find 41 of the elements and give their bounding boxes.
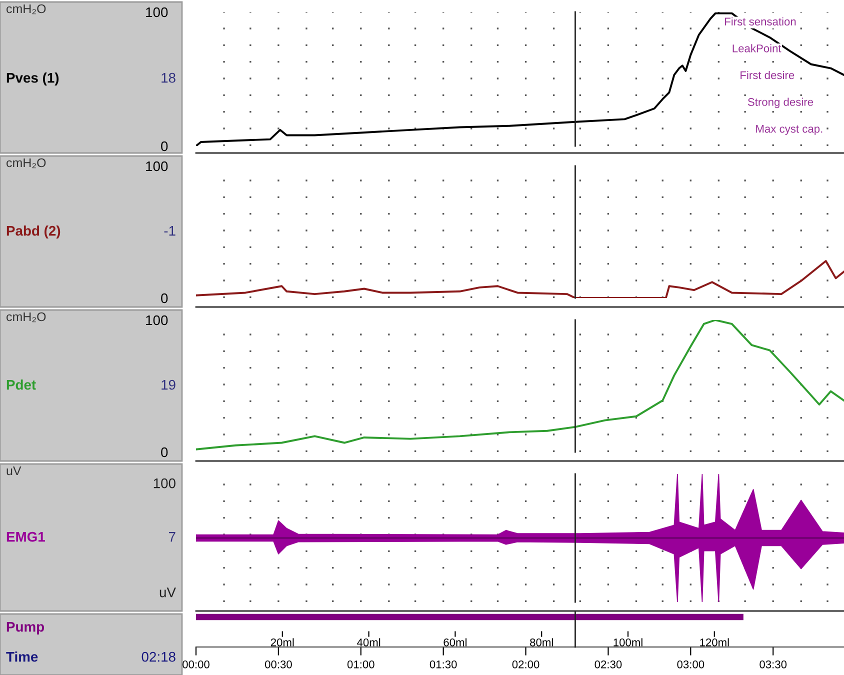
y-tick-label: 0: [161, 447, 168, 458]
annotation: First sensation: [725, 17, 796, 26]
x-tick-label: 03:00: [677, 660, 704, 668]
y-axis-title: uV: [6, 466, 22, 476]
text: uV: [160, 588, 176, 598]
x-tick-label: 03:30: [760, 660, 787, 668]
text: 18: [162, 72, 176, 83]
x2-tick-label: 80ml: [530, 638, 553, 646]
y-tick-label: 0: [161, 293, 168, 304]
x2-tick-label: 60ml: [444, 638, 466, 646]
x-tick-label: 00:00: [182, 660, 210, 668]
x-tick-label: 01:00: [347, 660, 374, 668]
x-tick-label: 00:30: [264, 660, 292, 668]
annotation: Strong desire: [748, 98, 814, 108]
text: Time: [6, 652, 38, 662]
x-tick-label: 02:00: [512, 660, 540, 668]
annotation: First desire: [740, 70, 794, 80]
annotation: LeakPoint: [732, 44, 782, 52]
y-tick-label: 100: [146, 7, 168, 18]
x2-tick-label: 120ml: [700, 638, 729, 646]
x2-tick-label: 100ml: [614, 638, 642, 646]
text: Pdet: [6, 380, 36, 390]
text: EMG1: [6, 532, 45, 542]
x-tick-label: 01:30: [430, 660, 457, 668]
text: Pves (1): [6, 72, 59, 86]
x2-tick-label: 20ml: [270, 638, 294, 646]
y-axis-title: cmH₂O: [6, 312, 46, 322]
y-axis-title: cmH₂O: [6, 4, 46, 14]
text: -1: [164, 226, 176, 236]
y-axis-title: cmH₂O: [6, 158, 46, 168]
x2-tick-label: 40ml: [357, 638, 380, 646]
y-tick-label: 100: [146, 315, 168, 326]
y-tick-label: 0: [161, 141, 168, 152]
text: 19: [162, 380, 176, 390]
annotation: Max cyst cap.: [756, 124, 822, 135]
text: 7: [168, 532, 176, 542]
text: Pump: [6, 622, 44, 634]
y-tick-label: 100: [146, 161, 168, 172]
text: 02:18: [142, 652, 176, 662]
text: Pabd (2): [6, 226, 60, 238]
x-tick-label: 02:30: [594, 660, 622, 668]
